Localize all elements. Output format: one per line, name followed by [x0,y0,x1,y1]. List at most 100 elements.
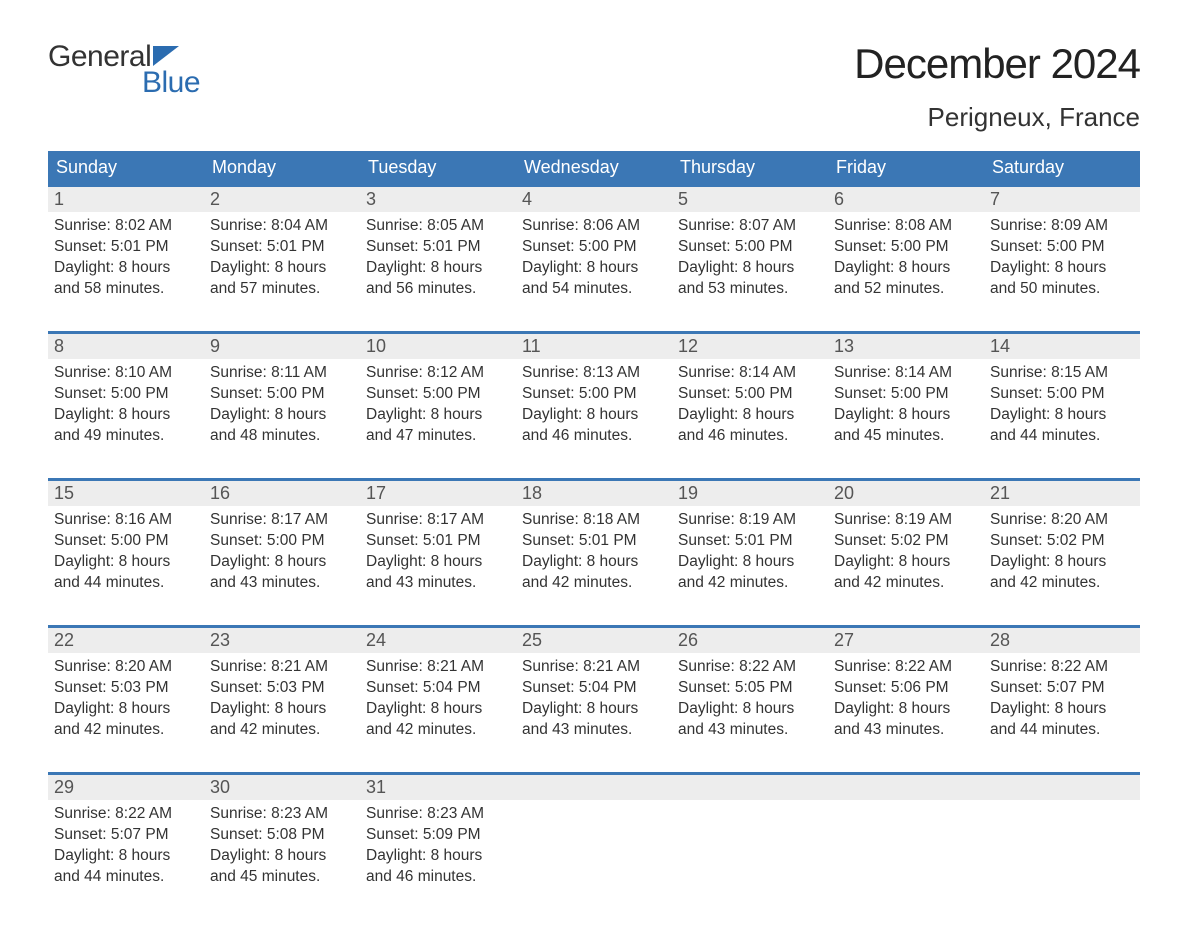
day-sunset: Sunset: 5:04 PM [522,678,666,699]
day-sunset: Sunset: 5:02 PM [990,531,1134,552]
day-sunrise: Sunrise: 8:23 AM [210,804,354,825]
day-sunrise: Sunrise: 8:18 AM [522,510,666,531]
day-day1: Daylight: 8 hours [678,258,822,279]
day-cell: 10Sunrise: 8:12 AMSunset: 5:00 PMDayligh… [360,334,516,452]
day-cell: 24 Sunrise: 8:21 AMSunset: 5:04 PMDayligh… [360,628,516,746]
day-number-row: 31 [360,775,516,800]
day-day1: Daylight: 8 hours [210,846,354,867]
day-cell: 1Sunrise: 8:02 AMSunset: 5:01 PMDaylight… [48,187,204,305]
day-number-row [984,775,1140,800]
day-number: 9 [210,336,220,356]
day-cell: 18Sunrise: 8:18 AMSunset: 5:01 PMDayligh… [516,481,672,599]
day-day2: and 42 minutes. [366,720,510,741]
day-number: 24 [366,630,386,650]
day-body: Sunrise: 8:20 AMSunset: 5:02 PMDaylight:… [984,506,1140,598]
day-number-row: 2 [204,187,360,212]
day-day2: and 45 minutes. [834,426,978,447]
day-body: Sunrise: 8:23 AMSunset: 5:08 PMDaylight:… [204,800,360,892]
day-cell: 17Sunrise: 8:17 AMSunset: 5:01 PMDayligh… [360,481,516,599]
day-sunset: Sunset: 5:04 PM [366,678,510,699]
day-number-row: 9 [204,334,360,359]
day-day1: Daylight: 8 hours [522,699,666,720]
day-sunset: Sunset: 5:01 PM [366,531,510,552]
day-sunset: Sunset: 5:00 PM [210,531,354,552]
logo: General Blue [48,40,200,100]
weekday-wednesday: Wednesday [516,151,672,184]
day-number-row: 17 [360,481,516,506]
day-day1: Daylight: 8 hours [834,552,978,573]
day-cell: 7Sunrise: 8:09 AMSunset: 5:00 PMDaylight… [984,187,1140,305]
day-body: Sunrise: 8:22 AMSunset: 5:07 PMDaylight:… [48,800,204,892]
weekday-friday: Friday [828,151,984,184]
day-number-row: 22 [48,628,204,653]
day-cell: 16 Sunrise: 8:17 AMSunset: 5:00 PMDayligh… [204,481,360,599]
day-number: 1 [54,189,64,209]
day-number-row: 13 [828,334,984,359]
day-body: Sunrise: 8:17 AMSunset: 5:00 PMDaylight:… [204,506,360,598]
day-number-row: 7 [984,187,1140,212]
day-sunrise: Sunrise: 8:13 AM [522,363,666,384]
day-number-row: 24 [360,628,516,653]
day-body: Sunrise: 8:21 AMSunset: 5:04 PMDaylight:… [360,653,516,745]
day-cell: 12Sunrise: 8:14 AMSunset: 5:00 PMDayligh… [672,334,828,452]
day-day1: Daylight: 8 hours [990,258,1134,279]
day-body [828,800,984,808]
day-day2: and 54 minutes. [522,279,666,300]
day-day2: and 43 minutes. [210,573,354,594]
day-number: 16 [210,483,230,503]
day-number-row: 19 [672,481,828,506]
day-number: 29 [54,777,74,797]
day-sunrise: Sunrise: 8:16 AM [54,510,198,531]
day-cell: 19Sunrise: 8:19 AMSunset: 5:01 PMDayligh… [672,481,828,599]
day-day2: and 43 minutes. [678,720,822,741]
day-number-row: 4 [516,187,672,212]
weekday-thursday: Thursday [672,151,828,184]
week-row: 22Sunrise: 8:20 AMSunset: 5:03 PMDayligh… [48,625,1140,746]
day-cell: 20Sunrise: 8:19 AMSunset: 5:02 PMDayligh… [828,481,984,599]
day-day2: and 48 minutes. [210,426,354,447]
day-sunset: Sunset: 5:09 PM [366,825,510,846]
day-number-row: 5 [672,187,828,212]
day-body: Sunrise: 8:09 AMSunset: 5:00 PMDaylight:… [984,212,1140,304]
day-day1: Daylight: 8 hours [678,552,822,573]
day-sunset: Sunset: 5:00 PM [990,237,1134,258]
day-sunset: Sunset: 5:00 PM [366,384,510,405]
day-body: Sunrise: 8:22 AMSunset: 5:07 PMDaylight:… [984,653,1140,745]
day-day1: Daylight: 8 hours [54,699,198,720]
day-body [984,800,1140,808]
day-body: Sunrise: 8:11 AMSunset: 5:00 PMDaylight:… [204,359,360,451]
day-sunset: Sunset: 5:00 PM [678,384,822,405]
day-day1: Daylight: 8 hours [366,552,510,573]
day-cell: 13Sunrise: 8:14 AMSunset: 5:00 PMDayligh… [828,334,984,452]
day-day1: Daylight: 8 hours [990,552,1134,573]
day-day1: Daylight: 8 hours [678,699,822,720]
day-day2: and 43 minutes. [366,573,510,594]
day-day1: Daylight: 8 hours [210,258,354,279]
day-cell: 22Sunrise: 8:20 AMSunset: 5:03 PMDayligh… [48,628,204,746]
day-number-row: 26 [672,628,828,653]
day-cell-empty [516,775,672,893]
day-sunrise: Sunrise: 8:22 AM [678,657,822,678]
day-number-row: 30 [204,775,360,800]
day-number: 6 [834,189,844,209]
day-body: Sunrise: 8:08 AMSunset: 5:00 PMDaylight:… [828,212,984,304]
logo-word1: General [48,40,151,74]
day-day2: and 56 minutes. [366,279,510,300]
day-sunset: Sunset: 5:07 PM [54,825,198,846]
day-body [516,800,672,808]
day-body: Sunrise: 8:19 AMSunset: 5:01 PMDaylight:… [672,506,828,598]
day-number: 4 [522,189,532,209]
day-sunrise: Sunrise: 8:11 AM [210,363,354,384]
day-sunset: Sunset: 5:01 PM [522,531,666,552]
day-number-row: 6 [828,187,984,212]
day-day2: and 42 minutes. [678,573,822,594]
day-day2: and 44 minutes. [990,720,1134,741]
weekday-tuesday: Tuesday [360,151,516,184]
day-number: 25 [522,630,542,650]
day-sunrise: Sunrise: 8:22 AM [990,657,1134,678]
header-row: General Blue December 2024 Perigneux, Fr… [48,40,1140,133]
day-day2: and 42 minutes. [522,573,666,594]
day-cell: 3Sunrise: 8:05 AMSunset: 5:01 PMDaylight… [360,187,516,305]
day-day2: and 50 minutes. [990,279,1134,300]
day-number-row: 29 [48,775,204,800]
